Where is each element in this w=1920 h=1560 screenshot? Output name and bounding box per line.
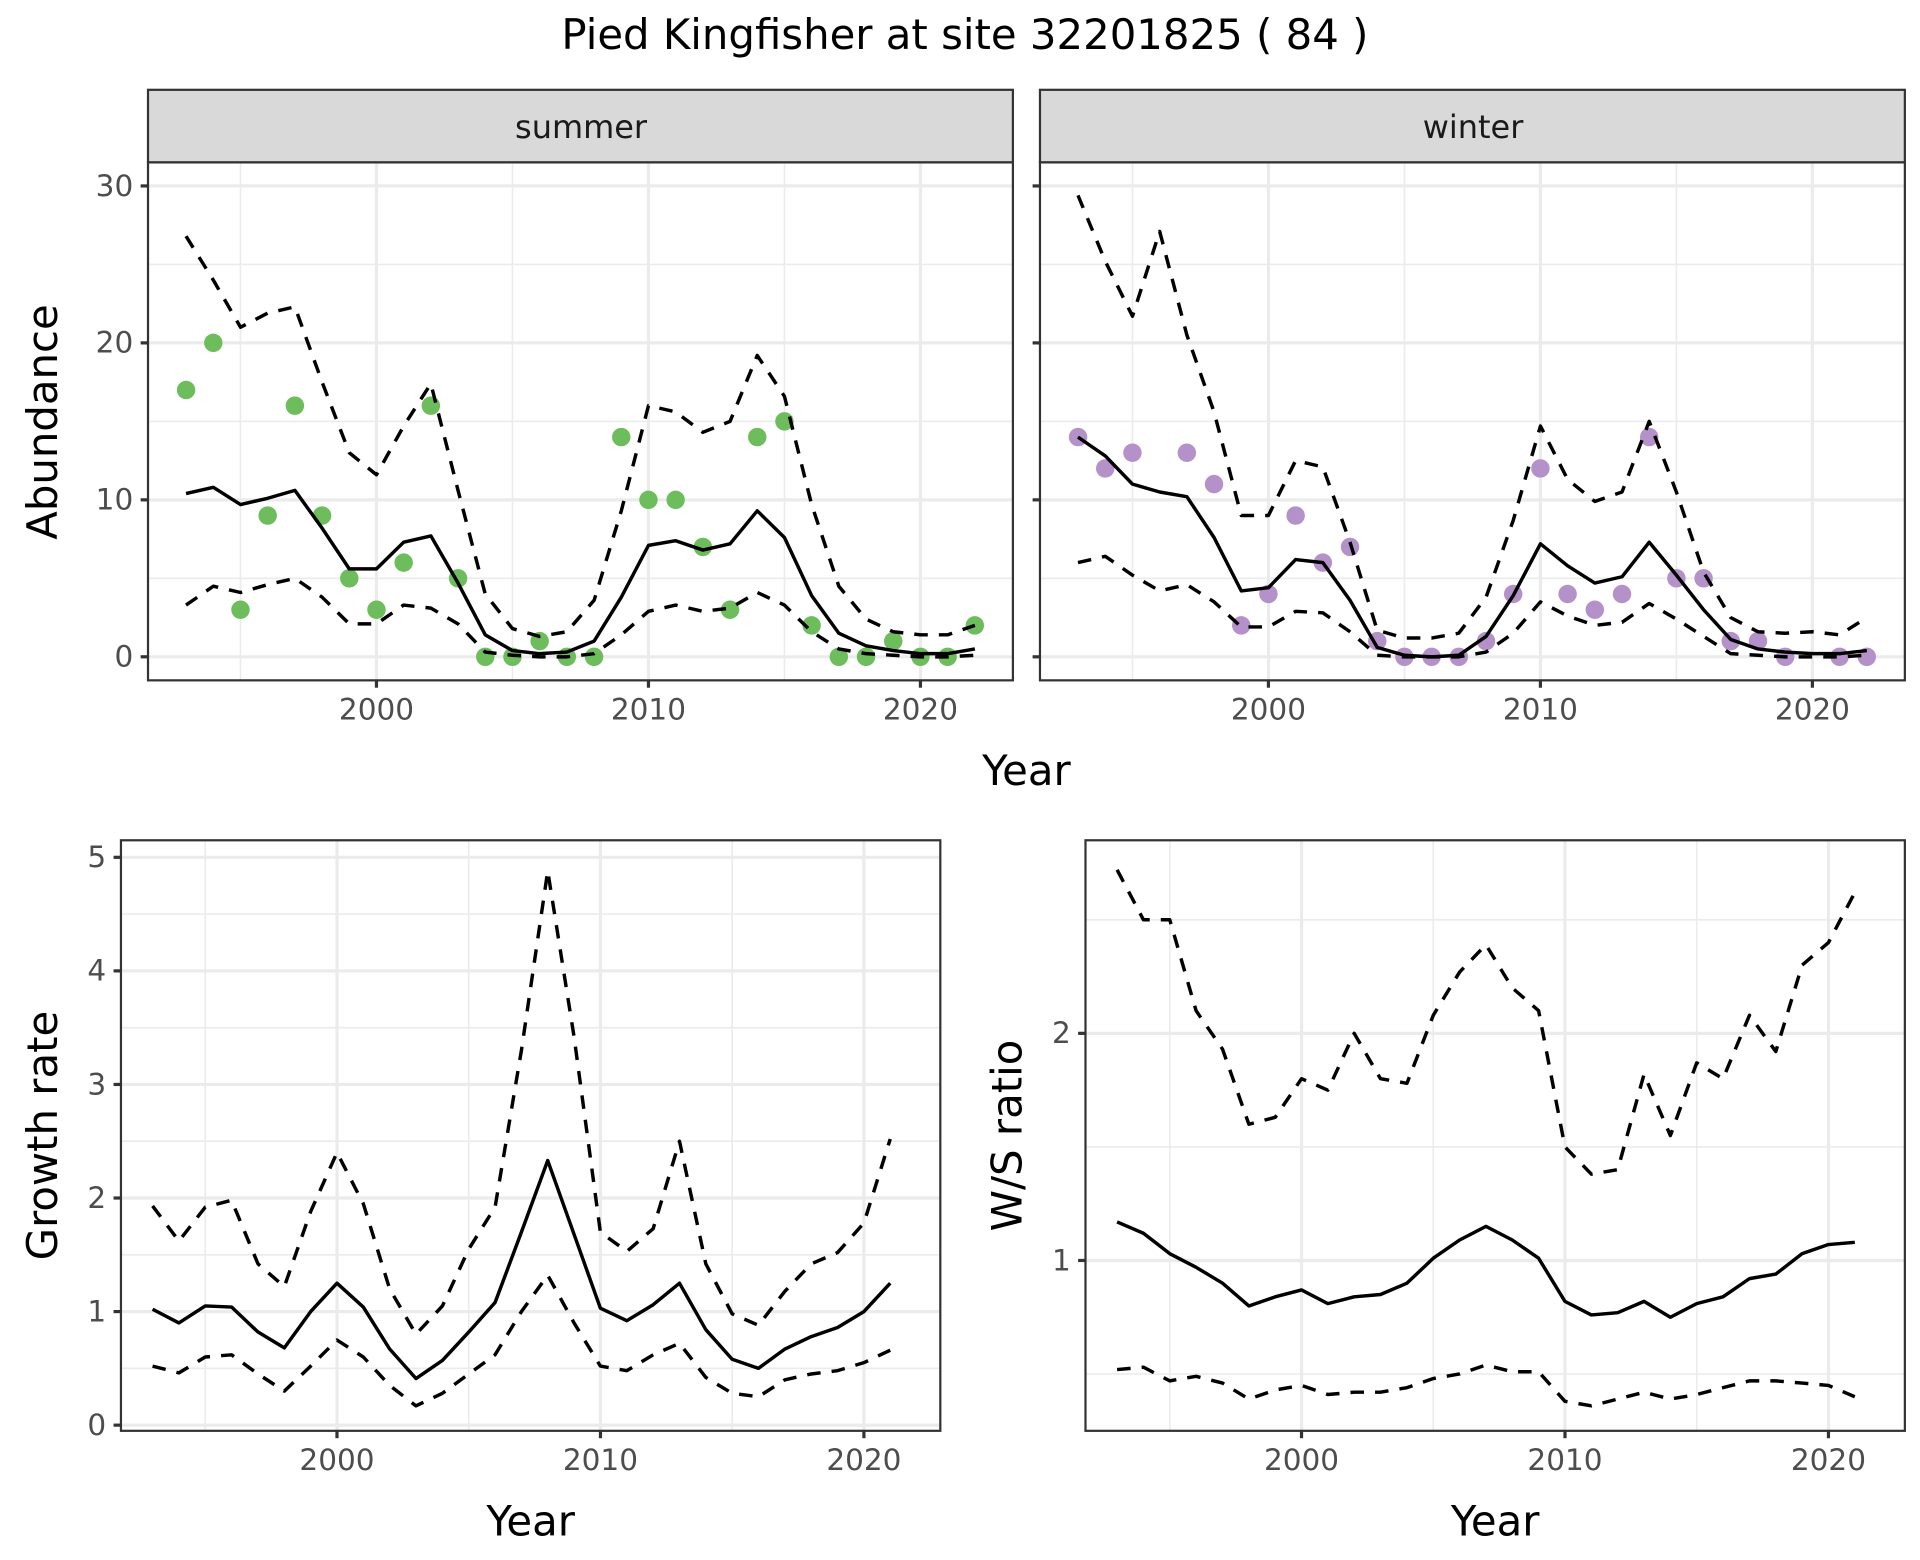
y-tick-label: 0 (114, 640, 133, 674)
observed-point (421, 396, 441, 415)
observed-point (231, 600, 250, 619)
growth-rate-panel: 2000 2010 2020 0 1 2 3 4 5 (87, 839, 942, 1477)
observed-point (1177, 443, 1197, 462)
observed-point (285, 396, 305, 415)
y-tick-label: 20 (96, 326, 134, 360)
observed-point (639, 490, 658, 510)
y-tick-label: 2 (1052, 1016, 1071, 1050)
observed-point (856, 647, 876, 667)
observed-point (748, 427, 767, 447)
observed-point (176, 380, 196, 400)
observed-point (1286, 506, 1305, 525)
observed-point (720, 600, 740, 619)
observed-point (1612, 584, 1632, 604)
lower-line (1077, 554, 1867, 659)
observed-point (1585, 600, 1605, 619)
upper-line (151, 869, 892, 1336)
figure-title: Pied Kingfisher at site 32201825 ( 84 ) (561, 10, 1368, 59)
winter-strip: winter (1038, 88, 1906, 164)
lower-line (185, 576, 975, 659)
summer-strip-label: summer (515, 108, 648, 146)
y-tick-label: 0 (87, 1408, 106, 1442)
observed-point (1123, 443, 1142, 462)
ratio-y-axis-title: W/S ratio (983, 1040, 1032, 1232)
x-tick-label: 2000 (299, 1443, 374, 1477)
mean-line (151, 1158, 892, 1381)
mean-line (1116, 1220, 1855, 1319)
observed-point (693, 537, 713, 557)
y-tick-label: 2 (87, 1181, 106, 1215)
x-tick-label: 2000 (339, 693, 414, 727)
observed-point (666, 490, 685, 510)
top-x-axis-title: Year (981, 746, 1071, 795)
x-tick-label: 2020 (1775, 693, 1850, 727)
observed-point (340, 569, 359, 588)
x-tick-label: 2010 (563, 1443, 638, 1477)
observed-point (1476, 631, 1496, 651)
upper-line (1076, 194, 1868, 640)
growth-x-axis-title: Year (485, 1496, 575, 1545)
mean-line (185, 485, 976, 656)
y-tick-label: 5 (87, 840, 106, 874)
observed-point (1204, 474, 1224, 494)
x-tick-label: 2000 (1264, 1443, 1339, 1477)
observed-point (204, 333, 223, 353)
y-tick-label: 1 (87, 1294, 106, 1328)
y-tick-label: 30 (96, 169, 134, 203)
x-tick-label: 2020 (826, 1443, 901, 1477)
y-tick-label: 10 (96, 483, 134, 517)
winter-strip-label: winter (1423, 108, 1524, 146)
winter-strip-background (1038, 88, 1906, 164)
y-tick-label: 1 (1052, 1243, 1071, 1277)
x-tick-label: 2010 (1503, 693, 1578, 727)
observed-point (367, 600, 386, 619)
ws-ratio-panel: 2000 2010 2020 1 2 (1052, 839, 1906, 1477)
observed-point (1639, 427, 1659, 447)
panel-border (1038, 161, 1906, 682)
panel-border (119, 839, 942, 1432)
lower-line (152, 1273, 891, 1408)
summer-strip-background (146, 88, 1015, 164)
observed-point (884, 631, 903, 651)
x-tick-label: 2010 (1527, 1443, 1602, 1477)
observed-point (1531, 459, 1550, 478)
observed-point (258, 506, 277, 525)
observed-point (1096, 459, 1115, 478)
top-y-axis-title: Abundance (18, 304, 67, 540)
summer-strip: summer (146, 88, 1015, 164)
ratio-x-axis-title: Year (1450, 1496, 1540, 1545)
lower-line (1116, 1363, 1856, 1408)
y-tick-label: 4 (87, 954, 106, 988)
upper-line (184, 235, 976, 639)
x-tick-label: 2020 (883, 693, 958, 727)
observed-point (802, 616, 821, 635)
panel-border (1084, 839, 1906, 1432)
panel-border (146, 161, 1015, 682)
x-tick-label: 2020 (1791, 1443, 1866, 1477)
y-tick-label: 3 (87, 1067, 106, 1101)
observed-point (1558, 584, 1577, 604)
mean-line (1077, 435, 1868, 659)
x-tick-label: 2000 (1231, 693, 1306, 727)
growth-y-axis-title: Growth rate (18, 1011, 67, 1261)
observed-point (584, 647, 604, 667)
summer-panel: 2000 2010 2020 0 10 20 30 (96, 161, 1015, 727)
winter-panel: 2000 2010 2020 (1032, 161, 1906, 727)
observed-point (612, 427, 631, 447)
upper-line (1115, 869, 1857, 1176)
x-tick-label: 2010 (611, 693, 686, 727)
observed-point (829, 647, 849, 667)
observed-point (394, 553, 413, 572)
